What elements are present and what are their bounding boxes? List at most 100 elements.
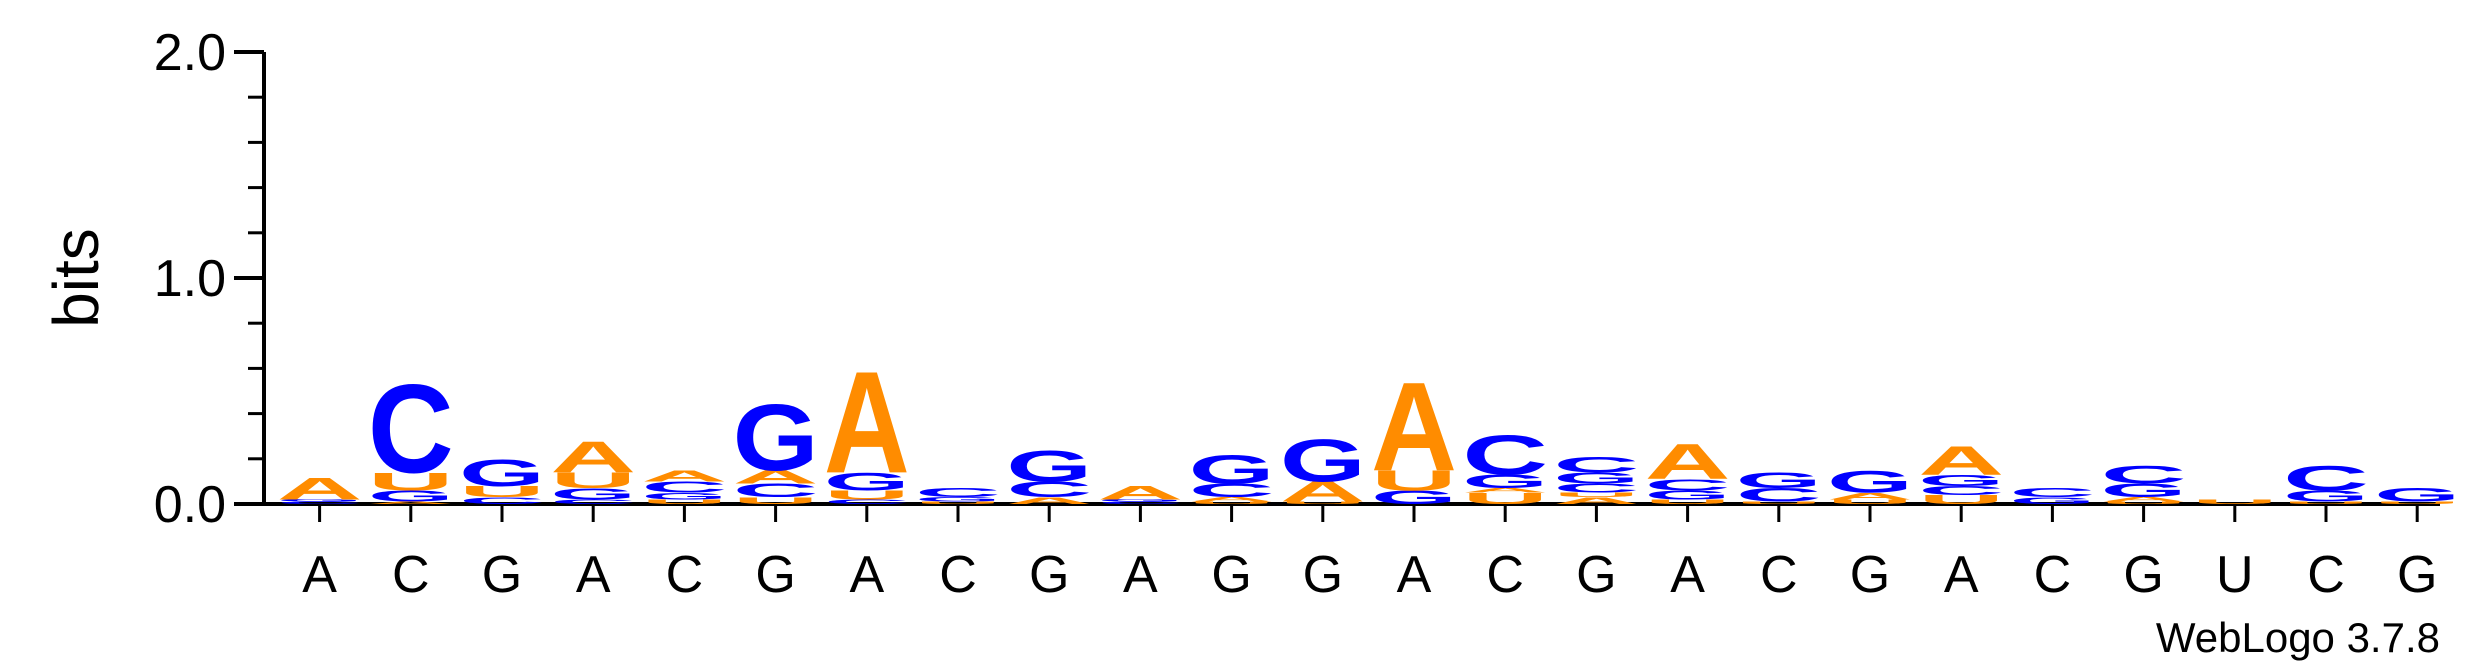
- logo-letter: U: [733, 495, 819, 506]
- logo-letter: A: [550, 433, 636, 482]
- logo-letter: G: [1462, 471, 1548, 492]
- x-tick-label: A: [1397, 546, 1432, 604]
- logo-letter: C: [1006, 477, 1092, 502]
- logo-letter: A: [277, 471, 363, 506]
- logo-letter: U: [2192, 498, 2278, 505]
- logo-letter: G: [368, 488, 454, 506]
- logo-letter: A: [1645, 434, 1731, 490]
- y-tick-label: 0.0: [154, 476, 226, 534]
- logo-letter: A: [368, 501, 454, 505]
- x-tick-label: A: [1123, 546, 1158, 604]
- logo-letter: U: [1462, 490, 1548, 508]
- logo-letter: C: [1736, 485, 1822, 506]
- logo-column: UGC: [915, 486, 1001, 505]
- logo-column: ACG: [1006, 442, 1092, 507]
- logo-letter: A: [1006, 495, 1092, 506]
- logo-letter: A: [1189, 496, 1275, 503]
- logo-letter: U: [368, 468, 454, 496]
- logo-letter: C: [550, 498, 636, 505]
- logo-column: UAG: [1827, 464, 1913, 505]
- logo-letter: G: [1006, 442, 1092, 491]
- logo-letter: G: [1736, 468, 1822, 493]
- logo-letter: G: [733, 385, 819, 491]
- x-tick-label: G: [2397, 546, 2437, 604]
- logo-letter: A: [1827, 491, 1913, 502]
- logo-letter: A: [1918, 437, 2004, 483]
- logo-letter: C: [1645, 476, 1731, 494]
- logo-letter: U: [1645, 498, 1731, 505]
- logo-letter: U: [550, 468, 636, 493]
- logo-letter: C: [1553, 452, 1639, 477]
- logo-letter: A: [641, 467, 727, 485]
- logo-letter: C: [368, 359, 454, 500]
- weblogo-credit: WebLogo 3.7.8: [2156, 614, 2440, 661]
- logo-letter: C: [915, 486, 1001, 500]
- y-tick-label: 2.0: [154, 24, 226, 82]
- logo-letter: A: [1371, 357, 1457, 498]
- logo-letter: A: [2101, 496, 2187, 503]
- logo-column: U: [2192, 498, 2278, 505]
- logo-letter: C: [2101, 461, 2187, 489]
- logo-column: UCG: [1736, 468, 1822, 506]
- logo-letter: G: [915, 496, 1001, 503]
- logo-column: CGA: [277, 471, 363, 506]
- y-tick-label: 1.0: [154, 250, 226, 308]
- logo-letter: C: [1918, 483, 2004, 497]
- x-tick-label: U: [2216, 546, 2254, 604]
- logo-letter: C: [459, 495, 545, 506]
- logo-letter: U: [824, 488, 910, 502]
- logo-letter: U: [459, 483, 545, 501]
- logo-letter: U: [1918, 493, 2004, 507]
- logo-column: UG: [2374, 485, 2460, 506]
- logo-letter: G: [1645, 488, 1731, 502]
- x-tick-label: C: [2034, 546, 2072, 604]
- logo-letter: G: [2101, 480, 2187, 501]
- logo-letter: A: [1462, 487, 1548, 494]
- x-tick-label: G: [1576, 546, 1616, 604]
- x-tick-label: A: [1944, 546, 1979, 604]
- x-tick-label: G: [482, 546, 522, 604]
- logo-letter: G: [2374, 485, 2460, 506]
- x-tick-label: C: [1760, 546, 1798, 604]
- x-tick-label: C: [1486, 546, 1524, 604]
- logo-letter: G: [1097, 499, 1183, 503]
- logo-letter: C: [277, 501, 363, 505]
- x-tick-label: C: [939, 546, 977, 604]
- logo-letter: G: [1827, 464, 1913, 499]
- x-tick-label: G: [1029, 546, 1069, 604]
- x-tick-label: C: [2307, 546, 2345, 604]
- logo-letter: C: [2283, 459, 2369, 498]
- logo-letter: C: [733, 480, 819, 501]
- x-tick-label: G: [1303, 546, 1343, 604]
- logo-letter: G: [550, 485, 636, 503]
- logo-column: UGC: [2283, 459, 2369, 505]
- logo-letter: C: [824, 498, 910, 505]
- logo-letter: C: [1097, 501, 1183, 505]
- logo-column: GUA: [1371, 357, 1457, 508]
- x-tick-label: A: [576, 546, 611, 604]
- logo-column: CUG: [459, 452, 545, 506]
- logo-letter: G: [1280, 427, 1366, 494]
- logo-letter: G: [2283, 488, 2369, 506]
- logo-letter: A: [1553, 495, 1639, 506]
- logo-letter: G: [824, 467, 910, 495]
- y-axis: 0.0 1.0 2.0 bits: [40, 24, 266, 534]
- logo-column: UAG: [1280, 427, 1366, 508]
- logo-letter: G: [641, 491, 727, 502]
- logo-letter: U: [641, 498, 727, 505]
- logo-letter: U: [1736, 501, 1822, 505]
- logo-column: GC: [2009, 486, 2095, 506]
- logo-letter: U: [1827, 498, 1913, 505]
- x-tick-label: A: [849, 546, 884, 604]
